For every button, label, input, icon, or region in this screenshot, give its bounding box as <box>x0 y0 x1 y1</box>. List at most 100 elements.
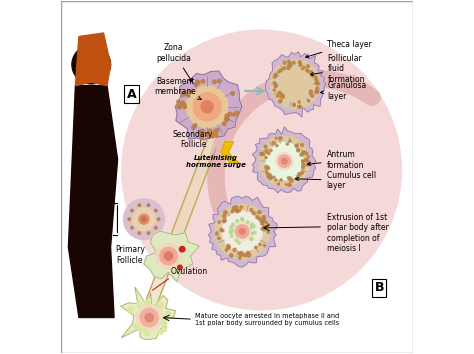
Polygon shape <box>253 127 316 193</box>
Circle shape <box>307 161 310 163</box>
Circle shape <box>157 218 160 221</box>
Circle shape <box>306 164 309 166</box>
Circle shape <box>158 330 163 334</box>
Circle shape <box>315 76 317 78</box>
Polygon shape <box>75 33 110 86</box>
Circle shape <box>314 78 317 79</box>
Circle shape <box>136 304 163 331</box>
Circle shape <box>181 93 184 96</box>
Circle shape <box>302 163 305 166</box>
Text: Ovulation: Ovulation <box>171 267 208 275</box>
Circle shape <box>218 79 221 83</box>
Circle shape <box>147 204 150 206</box>
Circle shape <box>215 204 270 259</box>
Circle shape <box>304 159 307 161</box>
Circle shape <box>199 130 202 135</box>
Circle shape <box>310 90 312 93</box>
Circle shape <box>138 204 141 206</box>
Circle shape <box>253 225 255 228</box>
Circle shape <box>213 130 217 134</box>
Circle shape <box>274 73 277 76</box>
Circle shape <box>155 227 157 229</box>
Circle shape <box>311 75 314 77</box>
Circle shape <box>162 320 166 325</box>
Circle shape <box>315 79 318 82</box>
Circle shape <box>287 67 290 70</box>
Circle shape <box>279 137 282 140</box>
Circle shape <box>297 175 300 178</box>
Circle shape <box>233 248 236 251</box>
Circle shape <box>224 211 227 214</box>
Circle shape <box>246 221 249 223</box>
Circle shape <box>256 216 259 219</box>
Polygon shape <box>175 71 242 140</box>
Circle shape <box>186 86 228 127</box>
Circle shape <box>225 114 229 118</box>
Ellipse shape <box>121 29 402 310</box>
Circle shape <box>230 226 232 229</box>
Circle shape <box>225 249 228 251</box>
Circle shape <box>239 228 245 234</box>
Text: B: B <box>374 281 384 294</box>
Circle shape <box>131 209 133 212</box>
Circle shape <box>280 96 282 98</box>
Circle shape <box>163 315 168 320</box>
Circle shape <box>277 183 279 185</box>
Circle shape <box>276 95 279 97</box>
Circle shape <box>288 64 291 67</box>
Circle shape <box>267 231 270 233</box>
Circle shape <box>260 219 264 222</box>
Circle shape <box>145 300 149 305</box>
Circle shape <box>208 129 212 133</box>
Circle shape <box>254 231 256 234</box>
Circle shape <box>273 81 276 84</box>
Circle shape <box>240 251 243 254</box>
Circle shape <box>267 174 269 177</box>
Circle shape <box>252 211 255 215</box>
Circle shape <box>215 129 219 132</box>
Circle shape <box>308 70 310 73</box>
Circle shape <box>201 101 213 113</box>
Circle shape <box>283 67 286 69</box>
Circle shape <box>250 209 253 211</box>
Circle shape <box>241 217 243 220</box>
Circle shape <box>200 130 204 134</box>
Circle shape <box>241 218 244 221</box>
Circle shape <box>274 85 277 88</box>
Circle shape <box>201 80 205 83</box>
Circle shape <box>128 307 133 312</box>
Circle shape <box>251 223 254 225</box>
Circle shape <box>146 299 150 304</box>
Circle shape <box>266 223 269 226</box>
Polygon shape <box>142 135 216 325</box>
Circle shape <box>303 66 305 68</box>
Circle shape <box>301 160 304 162</box>
Polygon shape <box>265 52 326 117</box>
Circle shape <box>128 218 130 221</box>
Polygon shape <box>209 196 277 267</box>
Text: Primary
Follicle: Primary Follicle <box>115 245 145 265</box>
Circle shape <box>308 99 310 102</box>
Circle shape <box>231 92 235 95</box>
Circle shape <box>164 252 173 260</box>
Circle shape <box>245 254 247 257</box>
Circle shape <box>133 208 155 230</box>
Circle shape <box>271 59 319 108</box>
Circle shape <box>289 140 291 142</box>
Circle shape <box>230 229 233 232</box>
Circle shape <box>316 90 319 93</box>
Circle shape <box>162 327 166 332</box>
Circle shape <box>158 302 163 307</box>
Circle shape <box>213 80 216 84</box>
Circle shape <box>251 224 254 227</box>
Circle shape <box>288 60 290 62</box>
Circle shape <box>238 256 241 259</box>
Circle shape <box>259 243 261 245</box>
Circle shape <box>283 61 286 64</box>
Circle shape <box>145 313 153 321</box>
Circle shape <box>72 45 110 84</box>
Circle shape <box>180 246 185 252</box>
Circle shape <box>191 126 195 130</box>
Circle shape <box>218 221 220 223</box>
Circle shape <box>275 179 277 181</box>
